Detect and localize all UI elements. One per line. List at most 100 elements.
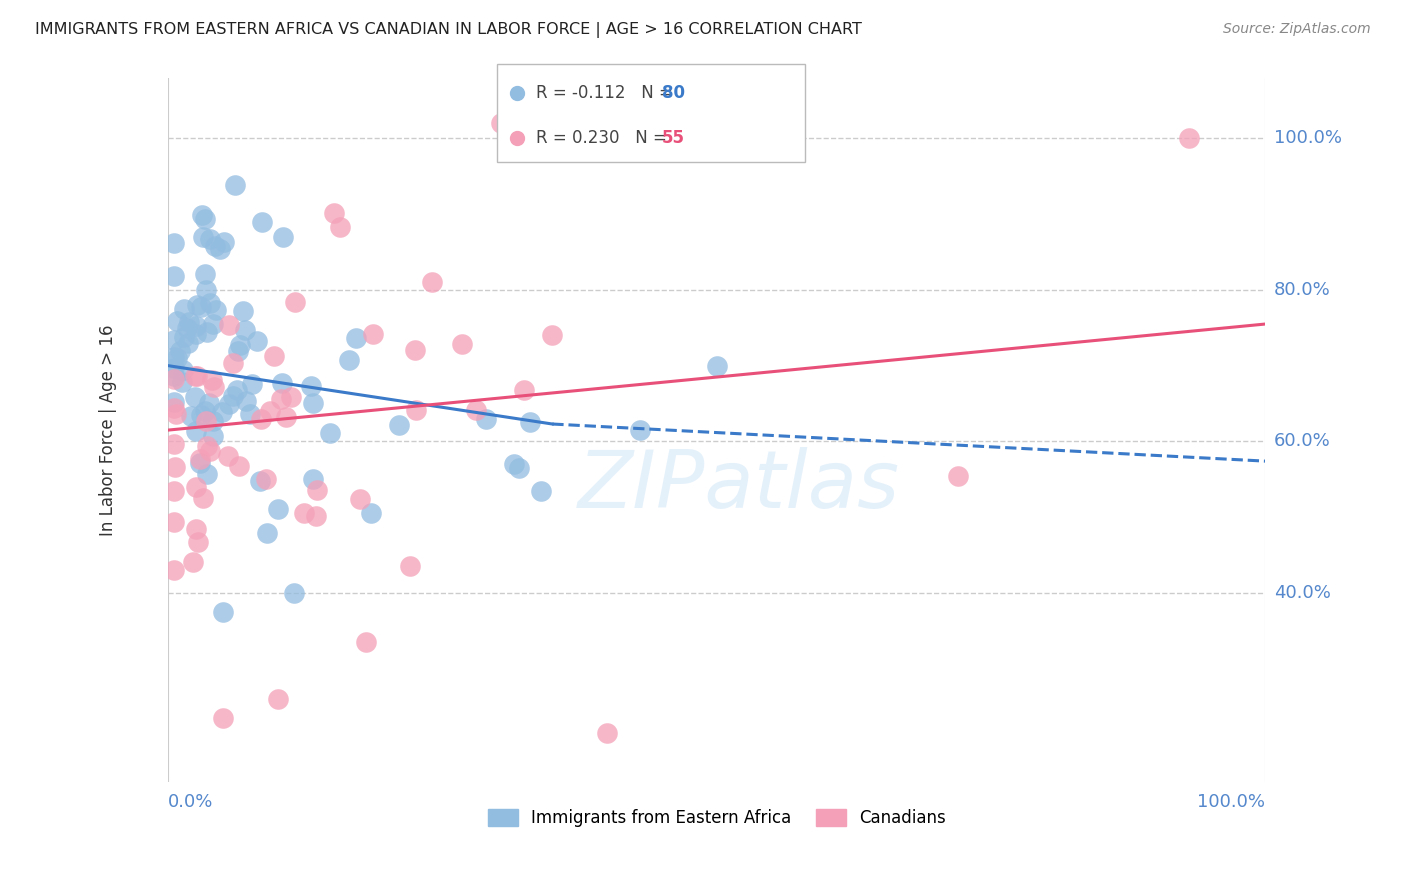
Point bbox=[398, 559, 420, 574]
Point bbox=[201, 373, 224, 387]
Point bbox=[191, 229, 214, 244]
Point bbox=[519, 416, 541, 430]
Point bbox=[163, 361, 186, 376]
Text: 80.0%: 80.0% bbox=[1274, 281, 1330, 299]
Point bbox=[165, 408, 187, 422]
Point bbox=[280, 390, 302, 404]
Point bbox=[354, 635, 377, 649]
Point bbox=[195, 414, 218, 428]
Point bbox=[224, 178, 246, 192]
Point bbox=[195, 283, 218, 297]
Point bbox=[256, 526, 278, 541]
Point bbox=[202, 318, 225, 332]
Point bbox=[163, 515, 186, 529]
Point bbox=[706, 359, 728, 373]
Point bbox=[267, 692, 290, 706]
Point bbox=[405, 403, 427, 417]
Point bbox=[305, 508, 328, 523]
Point bbox=[404, 343, 426, 357]
Point bbox=[183, 390, 205, 404]
Point bbox=[387, 417, 409, 432]
Point bbox=[349, 491, 371, 506]
Point bbox=[191, 208, 214, 222]
Point bbox=[628, 423, 651, 437]
Point bbox=[180, 409, 202, 424]
Point bbox=[292, 506, 315, 520]
Point bbox=[184, 522, 207, 536]
Text: 100.0%: 100.0% bbox=[1198, 794, 1265, 812]
Point bbox=[195, 439, 218, 453]
Point bbox=[163, 333, 186, 347]
Point bbox=[172, 363, 194, 377]
Point bbox=[163, 401, 186, 416]
Point bbox=[319, 426, 342, 441]
Point bbox=[163, 459, 186, 474]
Text: 40.0%: 40.0% bbox=[1274, 584, 1330, 602]
Point bbox=[263, 349, 285, 363]
Point bbox=[181, 555, 204, 569]
Point bbox=[186, 298, 208, 312]
Point bbox=[212, 605, 235, 619]
Point bbox=[274, 410, 297, 425]
Point bbox=[259, 404, 281, 418]
Point bbox=[250, 215, 273, 229]
Point bbox=[322, 206, 344, 220]
Point bbox=[198, 396, 221, 410]
Point bbox=[512, 384, 534, 398]
Point bbox=[202, 380, 225, 394]
Point bbox=[177, 335, 200, 350]
Text: 60.0%: 60.0% bbox=[1274, 433, 1330, 450]
Point bbox=[194, 404, 217, 418]
Point bbox=[163, 368, 186, 383]
Point bbox=[194, 268, 217, 282]
Point bbox=[596, 726, 619, 740]
Point bbox=[208, 242, 231, 256]
Point bbox=[225, 383, 247, 397]
Point bbox=[163, 437, 186, 451]
Point bbox=[360, 506, 382, 520]
Point bbox=[198, 295, 221, 310]
Point bbox=[163, 484, 186, 499]
Text: 55: 55 bbox=[662, 128, 685, 146]
Point bbox=[201, 428, 224, 442]
Text: In Labor Force | Age > 16: In Labor Force | Age > 16 bbox=[98, 325, 117, 536]
Point bbox=[204, 239, 226, 253]
Point bbox=[186, 326, 208, 341]
Point bbox=[173, 301, 195, 316]
Point bbox=[329, 219, 352, 234]
Text: ZIPatlas: ZIPatlas bbox=[578, 448, 900, 525]
Point bbox=[503, 457, 526, 471]
Point bbox=[530, 483, 553, 498]
Point bbox=[239, 408, 262, 422]
Point bbox=[508, 461, 530, 475]
Point bbox=[948, 468, 970, 483]
Point bbox=[186, 424, 208, 438]
Point bbox=[188, 452, 211, 467]
Point bbox=[212, 711, 235, 725]
Point bbox=[491, 116, 513, 130]
Legend: Immigrants from Eastern Africa, Canadians: Immigrants from Eastern Africa, Canadian… bbox=[481, 803, 953, 834]
Point bbox=[1177, 131, 1199, 145]
Point bbox=[195, 467, 218, 482]
Point bbox=[197, 325, 219, 339]
Point bbox=[302, 472, 325, 486]
Text: R = -0.112   N =: R = -0.112 N = bbox=[536, 85, 678, 103]
Point bbox=[337, 352, 360, 367]
Point bbox=[163, 395, 186, 409]
Point bbox=[173, 330, 195, 344]
Text: 80: 80 bbox=[662, 85, 685, 103]
Point bbox=[270, 392, 292, 406]
Point bbox=[163, 563, 186, 577]
Point bbox=[166, 351, 188, 365]
Text: 100.0%: 100.0% bbox=[1274, 129, 1341, 147]
Point bbox=[299, 379, 322, 393]
Point bbox=[202, 414, 225, 428]
Point bbox=[177, 315, 200, 329]
Point bbox=[190, 456, 212, 470]
Point bbox=[163, 269, 186, 284]
Point bbox=[233, 323, 256, 337]
Point bbox=[212, 235, 235, 249]
Point bbox=[163, 372, 186, 386]
Point bbox=[267, 502, 290, 516]
Point bbox=[420, 276, 443, 290]
